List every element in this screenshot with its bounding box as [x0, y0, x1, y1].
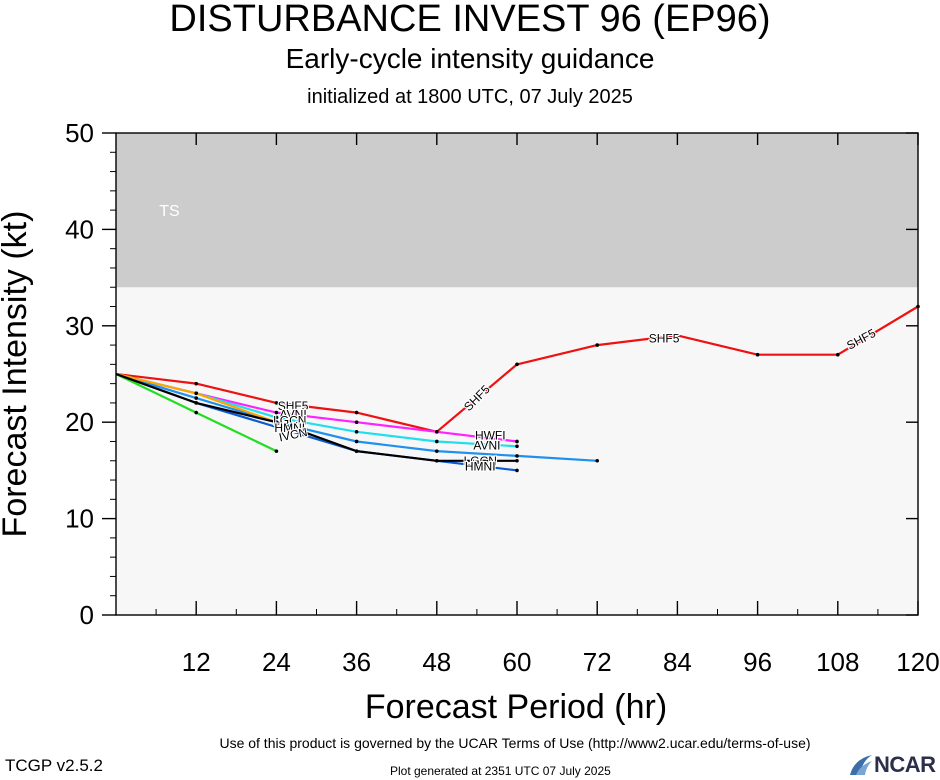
x-tick-label: 96	[743, 647, 772, 677]
y-tick-label: 0	[80, 600, 94, 630]
data-point-hwfi	[354, 420, 359, 425]
series-label-lgcn: LGCN	[464, 454, 497, 468]
x-tick-label: 72	[583, 647, 612, 677]
band-ts	[116, 133, 918, 288]
y-axis-label: Forecast Intensity (kt)	[0, 211, 34, 538]
data-point-hmni	[515, 468, 519, 473]
data-point-avni	[435, 439, 439, 444]
data-point-hwfi	[274, 410, 279, 415]
data-point-shf5	[515, 362, 519, 367]
y-tick-label: 10	[65, 504, 94, 534]
y-tick-label: 50	[65, 118, 94, 148]
y-tick-label: 30	[65, 311, 94, 341]
series-label-avni: AVNI	[473, 438, 500, 452]
series-label-hwfi: HWFI	[475, 429, 506, 443]
data-point-shf5	[595, 343, 599, 347]
ncar-logo: NCAR	[848, 752, 936, 778]
plot-background-layer	[116, 133, 918, 615]
data-point-avni	[354, 430, 359, 434]
series-line-ivcn	[115, 372, 517, 462]
data-point-lgem	[515, 454, 519, 458]
data-point-avni	[515, 444, 519, 449]
x-tick-label: 24	[262, 647, 291, 677]
chart-subtitle: Early-cycle intensity guidance	[285, 43, 655, 74]
data-point-dshp	[194, 391, 198, 396]
band-label-ts: TS	[159, 203, 179, 220]
x-axis-label: Forecast Period (hr)	[365, 688, 667, 726]
x-tick-label: 48	[422, 647, 451, 677]
data-point-shf5	[836, 352, 840, 357]
data-point-shf5	[274, 401, 279, 405]
terms-of-use-notice: Use of this product is governed by the U…	[219, 735, 811, 751]
data-point-lgem	[435, 449, 439, 453]
data-point-ivcn	[274, 420, 279, 425]
ncar-logo-text: NCAR	[874, 752, 936, 777]
y-tick-label: 20	[65, 407, 94, 437]
data-point-shf5	[755, 352, 760, 357]
series-label-hmni: HMNI	[274, 421, 305, 435]
data-point-hwfi	[515, 439, 519, 444]
series-label-lgcn: LGCN	[273, 413, 306, 427]
data-point-lgem	[354, 439, 359, 444]
series-label-hmni: HMNI	[465, 460, 496, 474]
x-tick-label: 60	[503, 647, 532, 677]
series-label-avni: AVNI	[280, 407, 307, 421]
axis-layer: 0 10 20 30 40 50 12 24 36 48 60 72 84 96 108 120	[65, 118, 940, 677]
data-point-ofci	[194, 410, 198, 415]
data-point-lgem	[595, 458, 599, 463]
x-tick-label: 84	[663, 647, 692, 677]
data-point-ivcn	[515, 458, 519, 463]
data-point-hwfi	[435, 430, 439, 434]
x-tick-label: 108	[816, 647, 859, 677]
data-point-ivcn	[194, 401, 198, 405]
ncar-logo-icon	[850, 755, 872, 775]
plot-generated-time: Plot generated at 2351 UTC 07 July 2025	[390, 764, 611, 778]
data-point-hmni	[274, 425, 279, 429]
data-point-ofci	[274, 449, 279, 453]
data-point-shf5	[354, 410, 359, 415]
y-tick-label: 40	[65, 214, 94, 244]
series-label-shf5: SHF5	[649, 331, 680, 345]
data-point-ivcn	[354, 449, 359, 453]
x-tick-label: 120	[896, 647, 939, 677]
data-point-shf5	[675, 333, 680, 338]
data-point-lgem	[194, 396, 198, 400]
data-point-shf5	[194, 381, 198, 386]
series-layer	[115, 304, 920, 473]
x-tick-label: 36	[342, 647, 371, 677]
data-point-ivcn	[435, 458, 439, 463]
x-tick-label: 12	[182, 647, 211, 677]
data-point-avni	[274, 415, 279, 420]
chart-title: DISTURBANCE INVEST 96 (EP96)	[169, 0, 771, 40]
series-label-shf5: SHF5	[278, 399, 309, 413]
initialization-time: initialized at 1800 UTC, 07 July 2025	[307, 86, 633, 108]
version-label: TCGP v2.5.2	[5, 756, 103, 775]
